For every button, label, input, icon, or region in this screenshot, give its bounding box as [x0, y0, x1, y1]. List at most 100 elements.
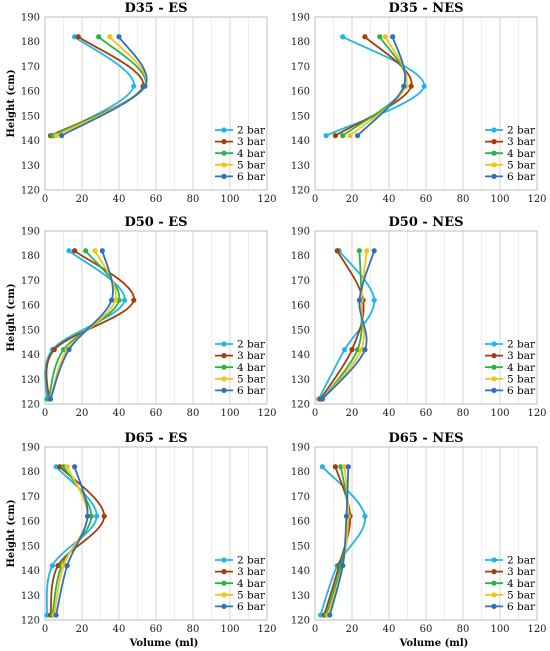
data-point-2-bar — [340, 34, 346, 40]
y-tick-label: 130 — [291, 591, 310, 602]
x-tick-label: 40 — [113, 624, 126, 635]
legend-marker-4-bar — [221, 150, 227, 156]
data-point-5-bar — [112, 297, 118, 303]
y-tick-label: 190 — [21, 227, 40, 238]
data-point-6-bar — [64, 563, 70, 569]
y-tick-label: 150 — [21, 111, 40, 122]
series-line-6-bar — [328, 466, 350, 616]
x-tick-label: 80 — [457, 408, 470, 419]
data-point-2-bar — [121, 297, 128, 303]
panel-title: D65 - NES — [389, 431, 464, 446]
y-tick-label: 150 — [291, 325, 310, 336]
x-tick-label: 0 — [42, 624, 48, 635]
x-tick-label: 20 — [76, 194, 89, 205]
y-tick-label: 170 — [291, 492, 310, 503]
data-point-2-bar — [342, 347, 348, 353]
legend-marker-4-bar — [491, 364, 497, 370]
x-tick-label: 20 — [76, 624, 89, 635]
y-tick-label: 150 — [21, 325, 40, 336]
panel-title: D50 - NES — [389, 215, 464, 230]
legend-label-4-bar: 4 bar — [507, 578, 536, 590]
legend-marker-4-bar — [491, 580, 497, 586]
legend-marker-3-bar — [491, 139, 497, 145]
data-point-2-bar — [362, 513, 368, 519]
legend-label-4-bar: 4 bar — [237, 148, 266, 160]
legend-marker-6-bar — [221, 603, 227, 610]
data-point-6-bar — [53, 612, 59, 618]
data-point-3-bar — [51, 347, 57, 353]
x-tick-label: 60 — [420, 194, 433, 205]
plot-area — [44, 446, 268, 621]
y-tick-label: 160 — [291, 301, 310, 312]
data-point-4-bar — [338, 464, 344, 470]
data-point-3-bar — [57, 464, 63, 470]
data-point-6-bar — [343, 513, 350, 519]
plot-area — [314, 16, 538, 191]
panel-d50-es: D50 - ES 120 130 140 150 160 170 180 190 0 20 40 60 8… — [6, 215, 277, 419]
y-tick-label: 190 — [21, 443, 40, 454]
legend-label-3-bar: 3 bar — [507, 136, 536, 148]
y-tick-label: 170 — [21, 62, 40, 73]
data-point-6-bar — [354, 133, 361, 139]
data-point-3-bar — [101, 513, 107, 519]
y-tick-label: 130 — [21, 375, 40, 386]
data-point-2-bar — [49, 563, 56, 569]
legend-marker-6-bar — [491, 387, 497, 393]
data-point-2-bar — [72, 34, 78, 40]
panel-d35-nes: D35 - NES 120 130 140 150 160 170 180 190 0 20 40 60… — [291, 1, 547, 205]
x-tick-label: 40 — [383, 408, 396, 419]
x-tick-label: 120 — [527, 624, 546, 635]
x-tick-label: 60 — [150, 408, 163, 419]
data-point-2-bar — [53, 464, 59, 470]
y-tick-label: 130 — [21, 161, 40, 172]
legend-marker-5-bar — [491, 376, 497, 382]
series-line-3-bar — [49, 466, 106, 616]
series-line-6-bar — [49, 250, 114, 400]
x-tick-label: 120 — [527, 408, 546, 419]
y-tick-label: 120 — [21, 186, 40, 197]
y-tick-label: 180 — [21, 251, 40, 262]
data-point-4-bar — [96, 34, 102, 40]
legend-label-5-bar: 5 bar — [507, 159, 536, 171]
data-point-6-bar — [72, 464, 78, 470]
legend-marker-5-bar — [491, 162, 497, 168]
plot-area — [314, 446, 538, 621]
data-point-5-bar — [347, 133, 353, 139]
plot-area — [314, 230, 538, 405]
x-tick-label: 40 — [383, 194, 396, 205]
data-point-6-bar — [59, 133, 65, 139]
x-tick-label: 20 — [76, 408, 89, 419]
y-tick-label: 170 — [291, 62, 310, 73]
y-axis-label: Height (cm) — [6, 283, 17, 351]
legend-marker-4-bar — [491, 150, 497, 156]
x-tick-label: 0 — [42, 408, 48, 419]
legend-marker-3-bar — [221, 139, 227, 145]
x-tick-label: 120 — [257, 194, 276, 205]
data-point-3-bar — [332, 133, 338, 139]
x-tick-label: 20 — [346, 194, 359, 205]
data-point-2-bar — [66, 248, 72, 254]
legend-label-6-bar: 6 bar — [507, 601, 536, 613]
legend-label-3-bar: 3 bar — [237, 350, 266, 362]
legend-label-5-bar: 5 bar — [237, 159, 266, 171]
series-line-5-bar — [53, 466, 89, 616]
x-tick-label: 60 — [150, 624, 163, 635]
series-line-2-bar — [53, 36, 135, 137]
legend-label-2-bar: 2 bar — [507, 339, 536, 351]
x-tick-label: 40 — [113, 408, 126, 419]
legend-marker-6-bar — [221, 387, 227, 393]
legend-label-3-bar: 3 bar — [237, 136, 266, 148]
legend-label-2-bar: 2 bar — [237, 339, 266, 351]
data-point-5-bar — [60, 563, 67, 569]
legend-marker-4-bar — [221, 580, 227, 586]
y-tick-label: 130 — [291, 375, 310, 386]
y-tick-label: 180 — [291, 37, 310, 48]
legend-label-5-bar: 5 bar — [237, 373, 266, 385]
panel-d35-es: D35 - ES 120 130 140 150 160 170 180 190 0 20 40 60 8… — [6, 1, 277, 205]
y-axis-label: Height (cm) — [6, 499, 17, 567]
panel-d65-es: D65 - ES 120 130 140 150 160 170 180 190 0 20 40 60 8… — [6, 431, 277, 649]
legend-marker-5-bar — [221, 592, 227, 598]
